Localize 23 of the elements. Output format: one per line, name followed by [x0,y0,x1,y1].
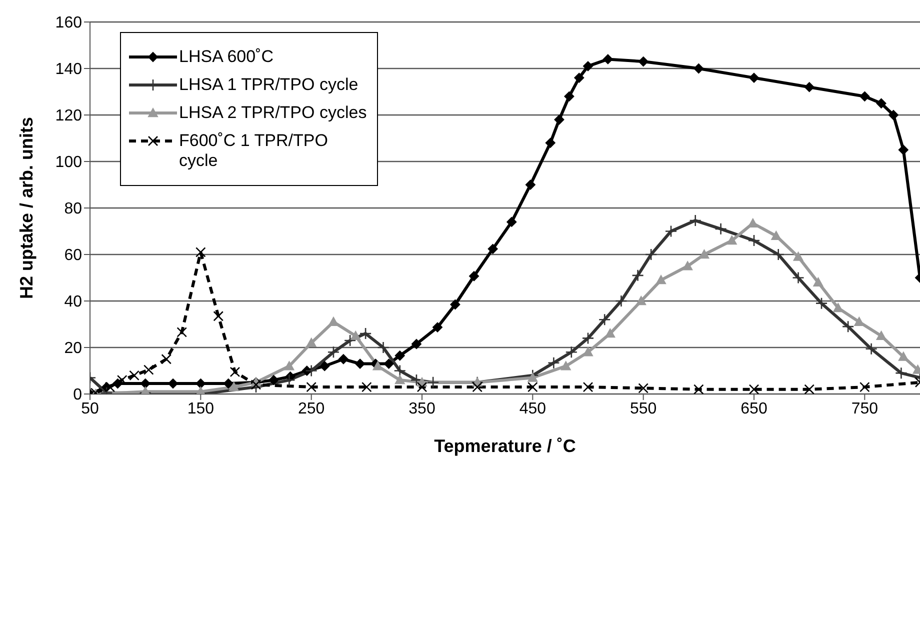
x-tick-label: 250 [298,400,325,418]
legend-label: LHSA 2 TPR/TPO cycles [179,103,367,123]
x-tick-label: 450 [519,400,546,418]
x-tick-label: 650 [740,400,768,418]
x-tick-label: 350 [408,400,436,418]
y-tick-label: 100 [55,154,82,172]
x-axis-title: Tepmerature / ˚C [434,436,576,456]
y-tick-label: 60 [64,247,82,264]
y-tick-label: 160 [55,14,82,32]
legend-label: LHSA 600˚C [179,47,274,67]
x-tick-label: 550 [630,400,657,418]
y-tick-label: 120 [55,108,82,125]
x-tick-label: 50 [81,400,99,418]
y-tick-label: 0 [73,386,82,404]
y-tick-label: 80 [64,200,82,218]
x-tick-label: 750 [851,400,878,418]
y-tick-label: 140 [55,61,82,78]
y-axis-title: H2 uptake / arb. units [16,116,36,300]
y-tick-label: 20 [64,340,82,358]
x-tick-label: 150 [187,400,214,418]
legend-label: LHSA 1 TPR/TPO cycle [179,75,358,95]
y-tick-label: 40 [64,294,82,311]
legend-label: F600˚C 1 TPR/TPO cycle [179,131,329,171]
